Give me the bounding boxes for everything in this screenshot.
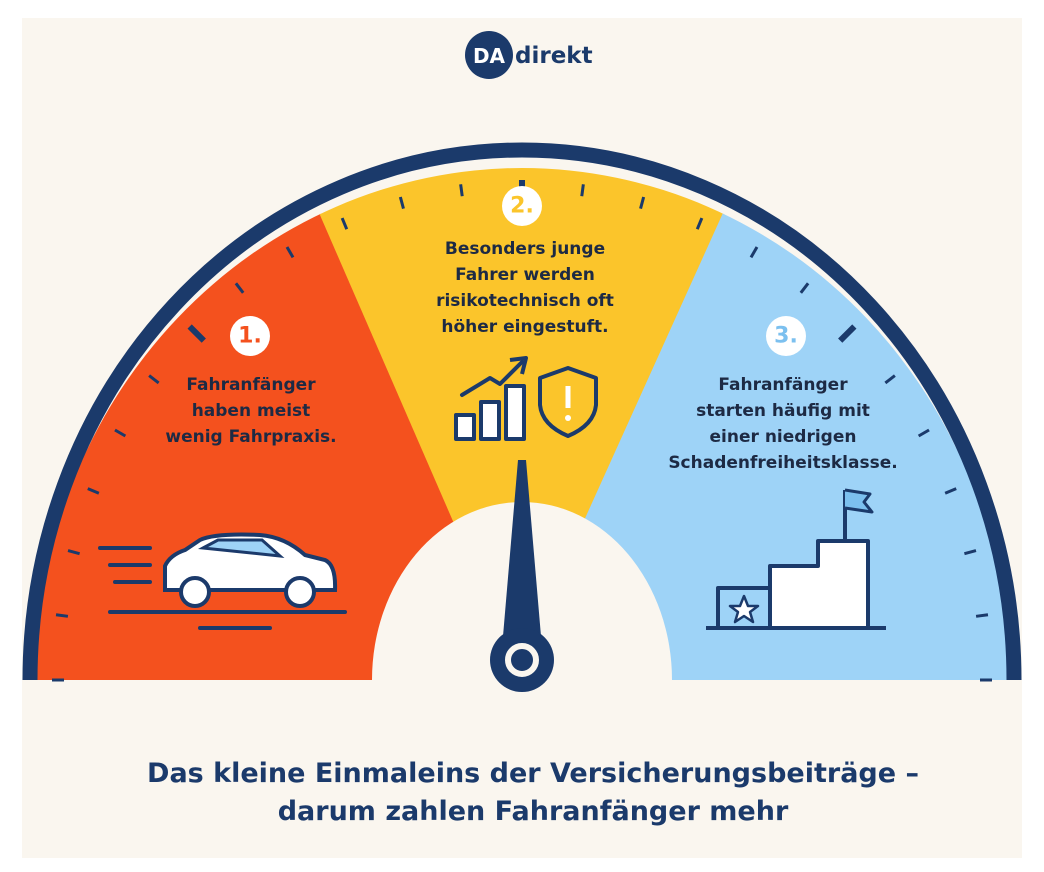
- podium-icon: [706, 488, 886, 630]
- number-badge: [230, 316, 270, 356]
- needle: [502, 460, 542, 648]
- needle-hub: [490, 628, 554, 692]
- gauge-tick: [580, 184, 585, 197]
- gauge-tick: [975, 613, 989, 618]
- gauge-tick: [148, 374, 160, 385]
- gauge-tick: [749, 246, 759, 259]
- growth-icon: [454, 356, 598, 441]
- gauge-tick: [695, 217, 704, 230]
- segment-text: höher eingestuft.: [441, 317, 608, 337]
- gauge-tick: [55, 613, 69, 618]
- segment-number: 1.: [238, 324, 262, 349]
- gauge-tick: [114, 428, 127, 438]
- segment-text: haben meist: [192, 401, 311, 421]
- gauge-tick: [639, 196, 646, 210]
- gauge-tick: [799, 282, 810, 294]
- segment-number: 3.: [774, 324, 798, 349]
- title-line: Das kleine Einmaleins der Versicherungsb…: [147, 758, 919, 789]
- segment-text: einer niedrigen: [710, 427, 857, 447]
- gauge-tick: [964, 549, 977, 556]
- gauge-tick: [944, 487, 957, 495]
- gauge-tick: [398, 196, 405, 210]
- gauge-tick: [917, 428, 930, 438]
- logo-text: direkt: [515, 43, 593, 69]
- logo-circle: [465, 31, 513, 79]
- segment-text: wenig Fahrpraxis.: [165, 427, 336, 447]
- number-badge: [766, 316, 806, 356]
- gauge-tick: [884, 374, 896, 385]
- segment-text: Schadenfreiheitsklasse.: [668, 453, 897, 473]
- gauge-tick: [459, 184, 464, 197]
- gauge-tick: [285, 246, 295, 259]
- gauge-rim: [22, 142, 1022, 681]
- title-line: darum zahlen Fahranfänger mehr: [278, 796, 789, 827]
- number-badge: [502, 186, 542, 226]
- segment-text: Fahranfänger: [718, 375, 848, 395]
- gauge-tick: [340, 217, 349, 230]
- logo-mark: DA: [473, 44, 506, 68]
- gauge-tick: [87, 487, 100, 495]
- needle-hub-ring: [505, 643, 539, 677]
- logo: DA direkt: [465, 31, 593, 79]
- segment-text: risikotechnisch oft: [436, 291, 614, 311]
- gauge-tick: [67, 549, 80, 556]
- segment-text: Fahranfänger: [186, 375, 316, 395]
- segment-text: Besonders junge: [445, 239, 605, 259]
- gauge-tick: [838, 324, 857, 343]
- segment-number: 2.: [510, 194, 534, 219]
- gauge-ticks: [52, 180, 992, 682]
- gauge-tick: [234, 282, 245, 294]
- gauge-tick: [187, 324, 206, 343]
- segment-text: Fahrer werden: [455, 265, 595, 285]
- car-icon: [98, 532, 347, 630]
- segment-text: starten häufig mit: [696, 401, 870, 421]
